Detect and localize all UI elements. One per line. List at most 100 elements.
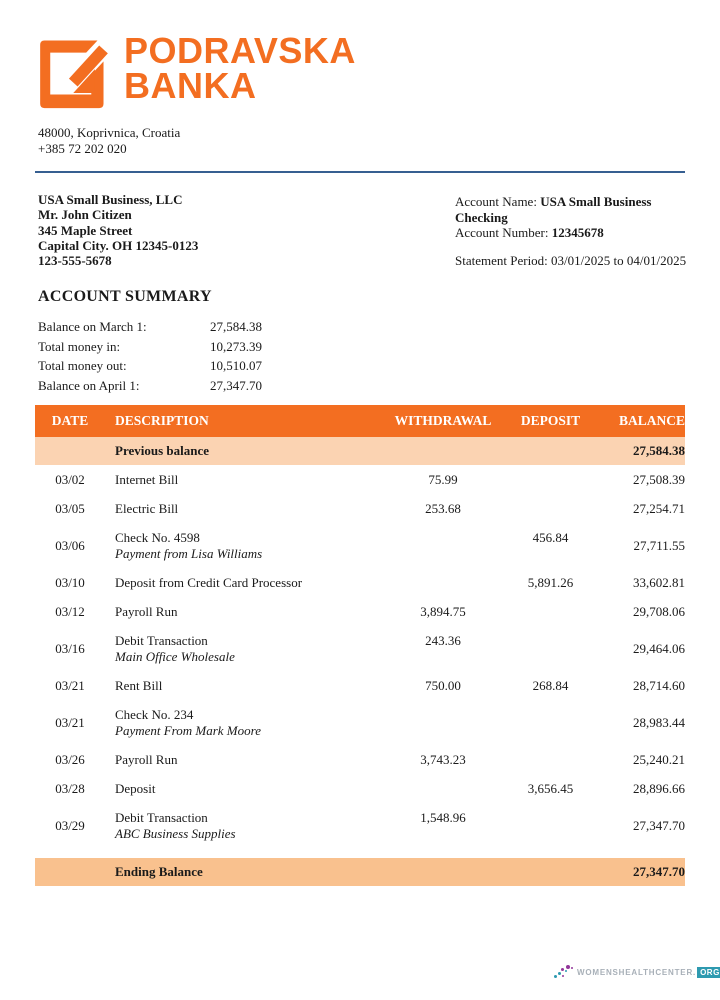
cell-date: 03/21: [55, 678, 85, 693]
cell-withdrawal: [373, 575, 513, 591]
cell-description: Debit Transaction Main Office Wholesale: [105, 633, 373, 665]
transaction-row: 03/02 Internet Bill 75.99 27,508.39: [35, 465, 685, 494]
account-summary-title: ACCOUNT SUMMARY: [38, 288, 212, 305]
cell-description: Debit Transaction ABC Business Supplies: [105, 810, 373, 842]
description-line1: Debit Transaction: [115, 810, 208, 825]
summary-label: Total money out:: [38, 358, 127, 373]
cell-deposit: 5,891.26: [527, 575, 574, 590]
cell-withdrawal: 750.00: [425, 678, 461, 693]
cell-withdrawal: 1,548.96: [420, 810, 466, 825]
cell-deposit: [513, 633, 588, 665]
header-date: DATE: [51, 413, 89, 428]
cell-deposit: 3,656.45: [527, 781, 574, 796]
cell-description: Deposit: [105, 781, 373, 797]
cell-balance: 27,508.39: [633, 472, 685, 487]
cell-balance: 33,602.81: [633, 575, 685, 590]
customer-name: Mr. John Citizen: [38, 207, 132, 223]
customer-address-block: USA Small Business, LLC Mr. John Citizen…: [38, 192, 198, 269]
cell-date: 03/05: [55, 501, 85, 516]
description-line1: Deposit from Credit Card Processor: [115, 575, 303, 590]
ending-balance-row: Ending Balance 27,347.70: [35, 858, 685, 886]
account-name-label: Account Name:: [455, 194, 541, 209]
cell-date: 03/02: [55, 472, 85, 487]
cell-description: Electric Bill: [105, 501, 373, 517]
cell-balance: 27,254.71: [633, 501, 685, 516]
cell-withdrawal: [373, 530, 513, 562]
transaction-row: 03/21 Rent Bill 750.00 268.84 28,714.60: [35, 671, 685, 700]
cell-balance: 27,347.70: [633, 818, 685, 833]
account-info-block: Account Name: USA Small Business Checkin…: [455, 194, 695, 268]
summary-row: Total money out: 10,510.07: [38, 356, 300, 376]
description-line2: Payment from Lisa Williams: [115, 546, 263, 561]
cell-deposit: 268.84: [532, 678, 569, 693]
cell-balance: 28,983.44: [633, 715, 685, 730]
cell-date: 03/28: [55, 781, 85, 796]
transaction-rows: 03/02 Internet Bill 75.99 27,508.39 03/0…: [35, 465, 685, 848]
description-line1: Deposit: [115, 781, 156, 796]
cell-withdrawal: [373, 781, 513, 797]
cell-date: 03/21: [55, 715, 85, 730]
cell-balance: 27,711.55: [633, 538, 685, 553]
header-description: DESCRIPTION: [115, 413, 209, 428]
bank-contact: 48000, Koprivnica, Croatia +385 72 202 0…: [38, 125, 180, 158]
cell-description: Payroll Run: [105, 604, 373, 620]
watermark-tld-badge: ORG: [697, 966, 720, 978]
account-number-label: Account Number:: [455, 225, 552, 241]
summary-value: 10,273.39: [210, 338, 262, 354]
previous-balance-label: Previous balance: [115, 443, 210, 458]
cell-withdrawal: 3,894.75: [420, 604, 466, 619]
bank-phone: +385 72 202 020: [38, 141, 127, 157]
description-line2: ABC Business Supplies: [115, 826, 236, 841]
cell-balance: 28,896.66: [633, 781, 685, 796]
summary-value: 27,347.70: [210, 377, 262, 393]
transaction-row: 03/10 Deposit from Credit Card Processor…: [35, 568, 685, 597]
cell-deposit: 456.84: [532, 530, 569, 545]
bank-name-line2: BANKA: [124, 64, 257, 106]
podravska-banka-logo-icon: [40, 36, 110, 109]
description-line1: Check No. 4598: [115, 530, 200, 545]
bank-name-line1: PODRAVSKA: [124, 30, 356, 71]
description-line1: Check No. 234: [115, 707, 194, 722]
bank-address: 48000, Koprivnica, Croatia: [38, 125, 181, 140]
account-name-value: USA Small Business Checking: [455, 194, 652, 225]
transaction-row: 03/28 Deposit 3,656.45 28,896.66: [35, 774, 685, 803]
cell-balance: 29,464.06: [633, 641, 685, 656]
cell-withdrawal: 253.68: [425, 501, 461, 516]
customer-company: USA Small Business, LLC: [38, 192, 183, 207]
cell-withdrawal: 243.36: [425, 633, 461, 648]
summary-label: Balance on March 1:: [38, 319, 147, 334]
cell-description: Rent Bill: [105, 678, 373, 694]
cell-deposit: [513, 707, 588, 739]
account-number-line: Account Number: 12345678: [455, 225, 695, 241]
transactions-header-row: DATE DESCRIPTION WITHDRAWAL DEPOSIT BALA…: [35, 405, 685, 437]
transaction-row: 03/06 Check No. 4598 Payment from Lisa W…: [35, 523, 685, 568]
cell-date: 03/10: [55, 575, 85, 590]
cell-description: Check No. 234 Payment From Mark Moore: [105, 707, 373, 739]
cell-balance: 28,714.60: [633, 678, 685, 693]
transaction-row: 03/16 Debit Transaction Main Office Whol…: [35, 626, 685, 671]
cell-deposit: [513, 472, 588, 488]
summary-row: Total money in: 10,273.39: [38, 337, 300, 357]
customer-street: 345 Maple Street: [38, 222, 133, 238]
cell-date: 03/06: [55, 538, 85, 553]
watermark-site-text: WOMENSHEALTHCENTER.: [577, 967, 697, 977]
description-line1: Debit Transaction: [115, 633, 208, 648]
cell-withdrawal: 75.99: [428, 472, 458, 487]
cell-deposit: [513, 501, 588, 517]
header-divider: [35, 171, 685, 173]
summary-row: Balance on April 1: 27,347.70: [38, 376, 300, 396]
header-balance: BALANCE: [618, 413, 685, 428]
transactions-table: DATE DESCRIPTION WITHDRAWAL DEPOSIT BALA…: [35, 405, 685, 886]
description-line2: Payment From Mark Moore: [115, 723, 261, 738]
summary-row: Balance on March 1: 27,584.38: [38, 317, 300, 337]
header-withdrawal: WITHDRAWAL: [394, 413, 492, 428]
cell-description: Internet Bill: [105, 472, 373, 488]
cell-description: Check No. 4598 Payment from Lisa William…: [105, 530, 373, 562]
cell-date: 03/26: [55, 752, 85, 767]
account-name-line: Account Name: USA Small Business Checkin…: [455, 194, 695, 225]
cell-date: 03/12: [55, 604, 85, 619]
customer-city: Capital City. OH 12345-0123: [38, 237, 199, 253]
summary-value: 27,584.38: [210, 319, 262, 334]
transaction-row: 03/12 Payroll Run 3,894.75 29,708.06: [35, 597, 685, 626]
account-number-value: 12345678: [551, 225, 604, 241]
